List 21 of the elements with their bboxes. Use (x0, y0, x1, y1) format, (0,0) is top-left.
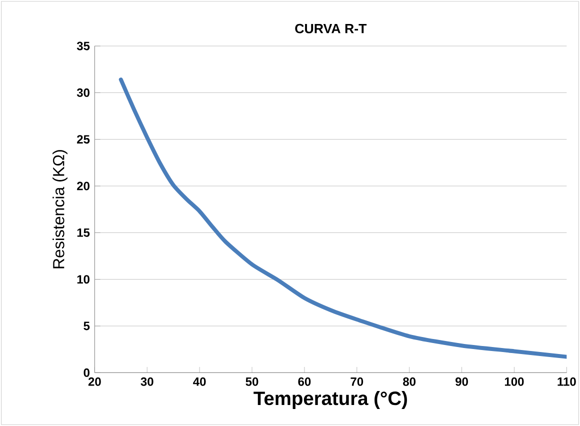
x-tick-label: 100 (504, 377, 524, 386)
x-tick-label: 90 (456, 377, 468, 386)
chart-title: CURVA R-T (295, 24, 367, 34)
y-tick-label: 20 (77, 182, 90, 190)
y-tick-label: 0 (84, 368, 90, 377)
x-axis-title: Temperatura (°C) (254, 391, 407, 409)
y-axis-title: Resistencia (KΩ) (52, 150, 68, 268)
line-series (118, 78, 567, 359)
x-tick-label: 40 (193, 377, 206, 386)
x-tick-label: 60 (298, 377, 311, 386)
x-tick-label: 70 (350, 377, 364, 386)
x-tick-label: 80 (403, 377, 416, 386)
y-tick-label: 5 (84, 322, 90, 330)
x-tick-label: 50 (246, 377, 258, 386)
y-tick-label: 25 (77, 135, 90, 144)
x-tick-label: 30 (140, 377, 154, 386)
y-tick-label: 10 (77, 275, 90, 284)
y-tick-label: 15 (77, 228, 90, 237)
y-tick-label: 30 (76, 88, 90, 97)
y-tick-label: 35 (76, 42, 90, 50)
x-tick-label: 110 (558, 377, 576, 386)
